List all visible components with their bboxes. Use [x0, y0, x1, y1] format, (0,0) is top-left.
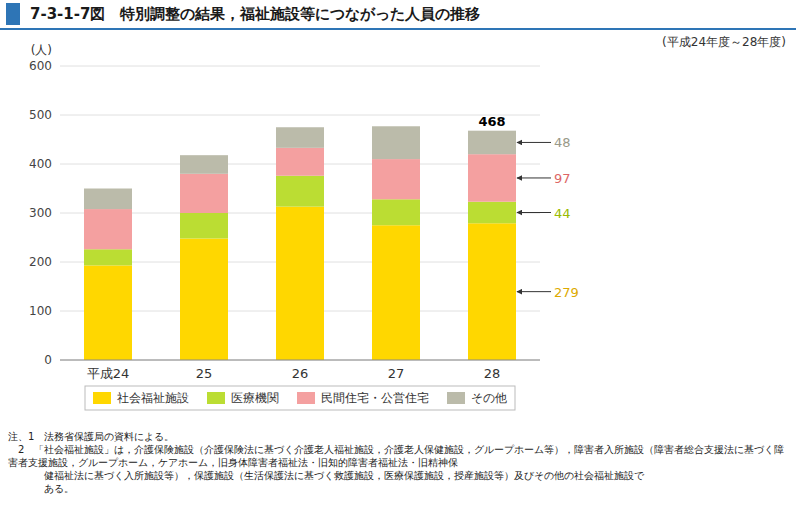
bar-segment [468, 202, 516, 224]
annotation-arrow [517, 177, 551, 178]
x-axis-line [60, 360, 540, 361]
y-tick-label: 0 [44, 353, 52, 367]
legend-swatch [93, 392, 111, 404]
bar-segment [84, 189, 132, 210]
subtitle: (平成24年度～28年度) [662, 35, 786, 49]
bar-segment [180, 174, 228, 213]
annotation: 279 [554, 285, 579, 300]
y-tick-label: 100 [29, 304, 52, 318]
annotation: 44 [554, 206, 571, 221]
y-tick-label: 400 [29, 157, 52, 171]
note: 健福祉法に基づく入所施設等），保護施設（生活保護法に基づく救護施設，医療保護施設… [8, 469, 788, 482]
title: 7-3-1-7図 特別調整の結果，福祉施設等につながった人員の推移 [30, 5, 480, 24]
bar-segment [372, 199, 420, 225]
bar-segment [84, 249, 132, 265]
legend-label: その他 [471, 391, 507, 405]
bar-segment [180, 155, 228, 174]
note: 注、1 法務省保護局の資料による。 [8, 430, 788, 443]
bar-segment [180, 213, 228, 238]
notes: 注、1 法務省保護局の資料による。 2 「社会福祉施設」は，介護保険施設（介護保… [0, 430, 796, 495]
x-tick-label: 25 [196, 366, 213, 381]
title-bar: 7-3-1-7図 特別調整の結果，福祉施設等につながった人員の推移 [0, 0, 796, 30]
y-tick-label: 200 [29, 255, 52, 269]
bar-segment [276, 148, 324, 176]
legend-swatch [297, 392, 315, 404]
title-accent [6, 3, 20, 25]
legend: 社会福祉施設 医療機関 民間住宅・公営住宅 その他 [93, 391, 507, 405]
chart: (平成24年度～28年度) (人) 0 100 200 300 400 500 600 平成24 2… [0, 30, 796, 430]
bar-segment [372, 126, 420, 159]
y-tick-label: 500 [29, 108, 52, 122]
note: 2 「社会福祉施設」は，介護保険施設（介護保険法に基づく介護老人福祉施設，介護老… [8, 443, 788, 469]
legend-label: 社会福祉施設 [117, 391, 189, 405]
x-tick-label: 28 [484, 366, 501, 381]
grid-line [60, 360, 540, 361]
x-tick-label: 27 [388, 366, 405, 381]
y-label: (人) [31, 43, 52, 57]
legend-swatch [447, 392, 465, 404]
bars [84, 126, 516, 360]
legend-frame [85, 386, 515, 410]
note: ある。 [8, 482, 788, 495]
bar-segment [84, 265, 132, 360]
x-tick-label: 平成24 [87, 366, 130, 381]
annotation: 48 [554, 135, 571, 150]
y-tick-label: 600 [29, 59, 52, 73]
bar-segment [468, 131, 516, 155]
grid-line [60, 66, 540, 67]
bar-segment [276, 176, 324, 207]
bar-segment [372, 159, 420, 199]
bar-segment [372, 225, 420, 360]
bar-segment [276, 207, 324, 360]
x-tick-label: 26 [292, 366, 309, 381]
legend-label: 民間住宅・公営住宅 [321, 391, 429, 405]
bar-segment [468, 154, 516, 202]
annotation-arrow [517, 142, 551, 143]
annotation: 97 [554, 171, 571, 186]
y-tick-label: 300 [29, 206, 52, 220]
legend-swatch [207, 392, 225, 404]
grid-line [60, 115, 540, 116]
bar-segment [276, 127, 324, 148]
annotation-arrow [517, 212, 551, 213]
legend-label: 医療機関 [231, 391, 279, 405]
bar-segment [84, 209, 132, 249]
bar-segment [180, 238, 228, 360]
total-label: 468 [478, 114, 505, 129]
annotation-arrow [517, 291, 551, 292]
bar-segment [468, 223, 516, 360]
